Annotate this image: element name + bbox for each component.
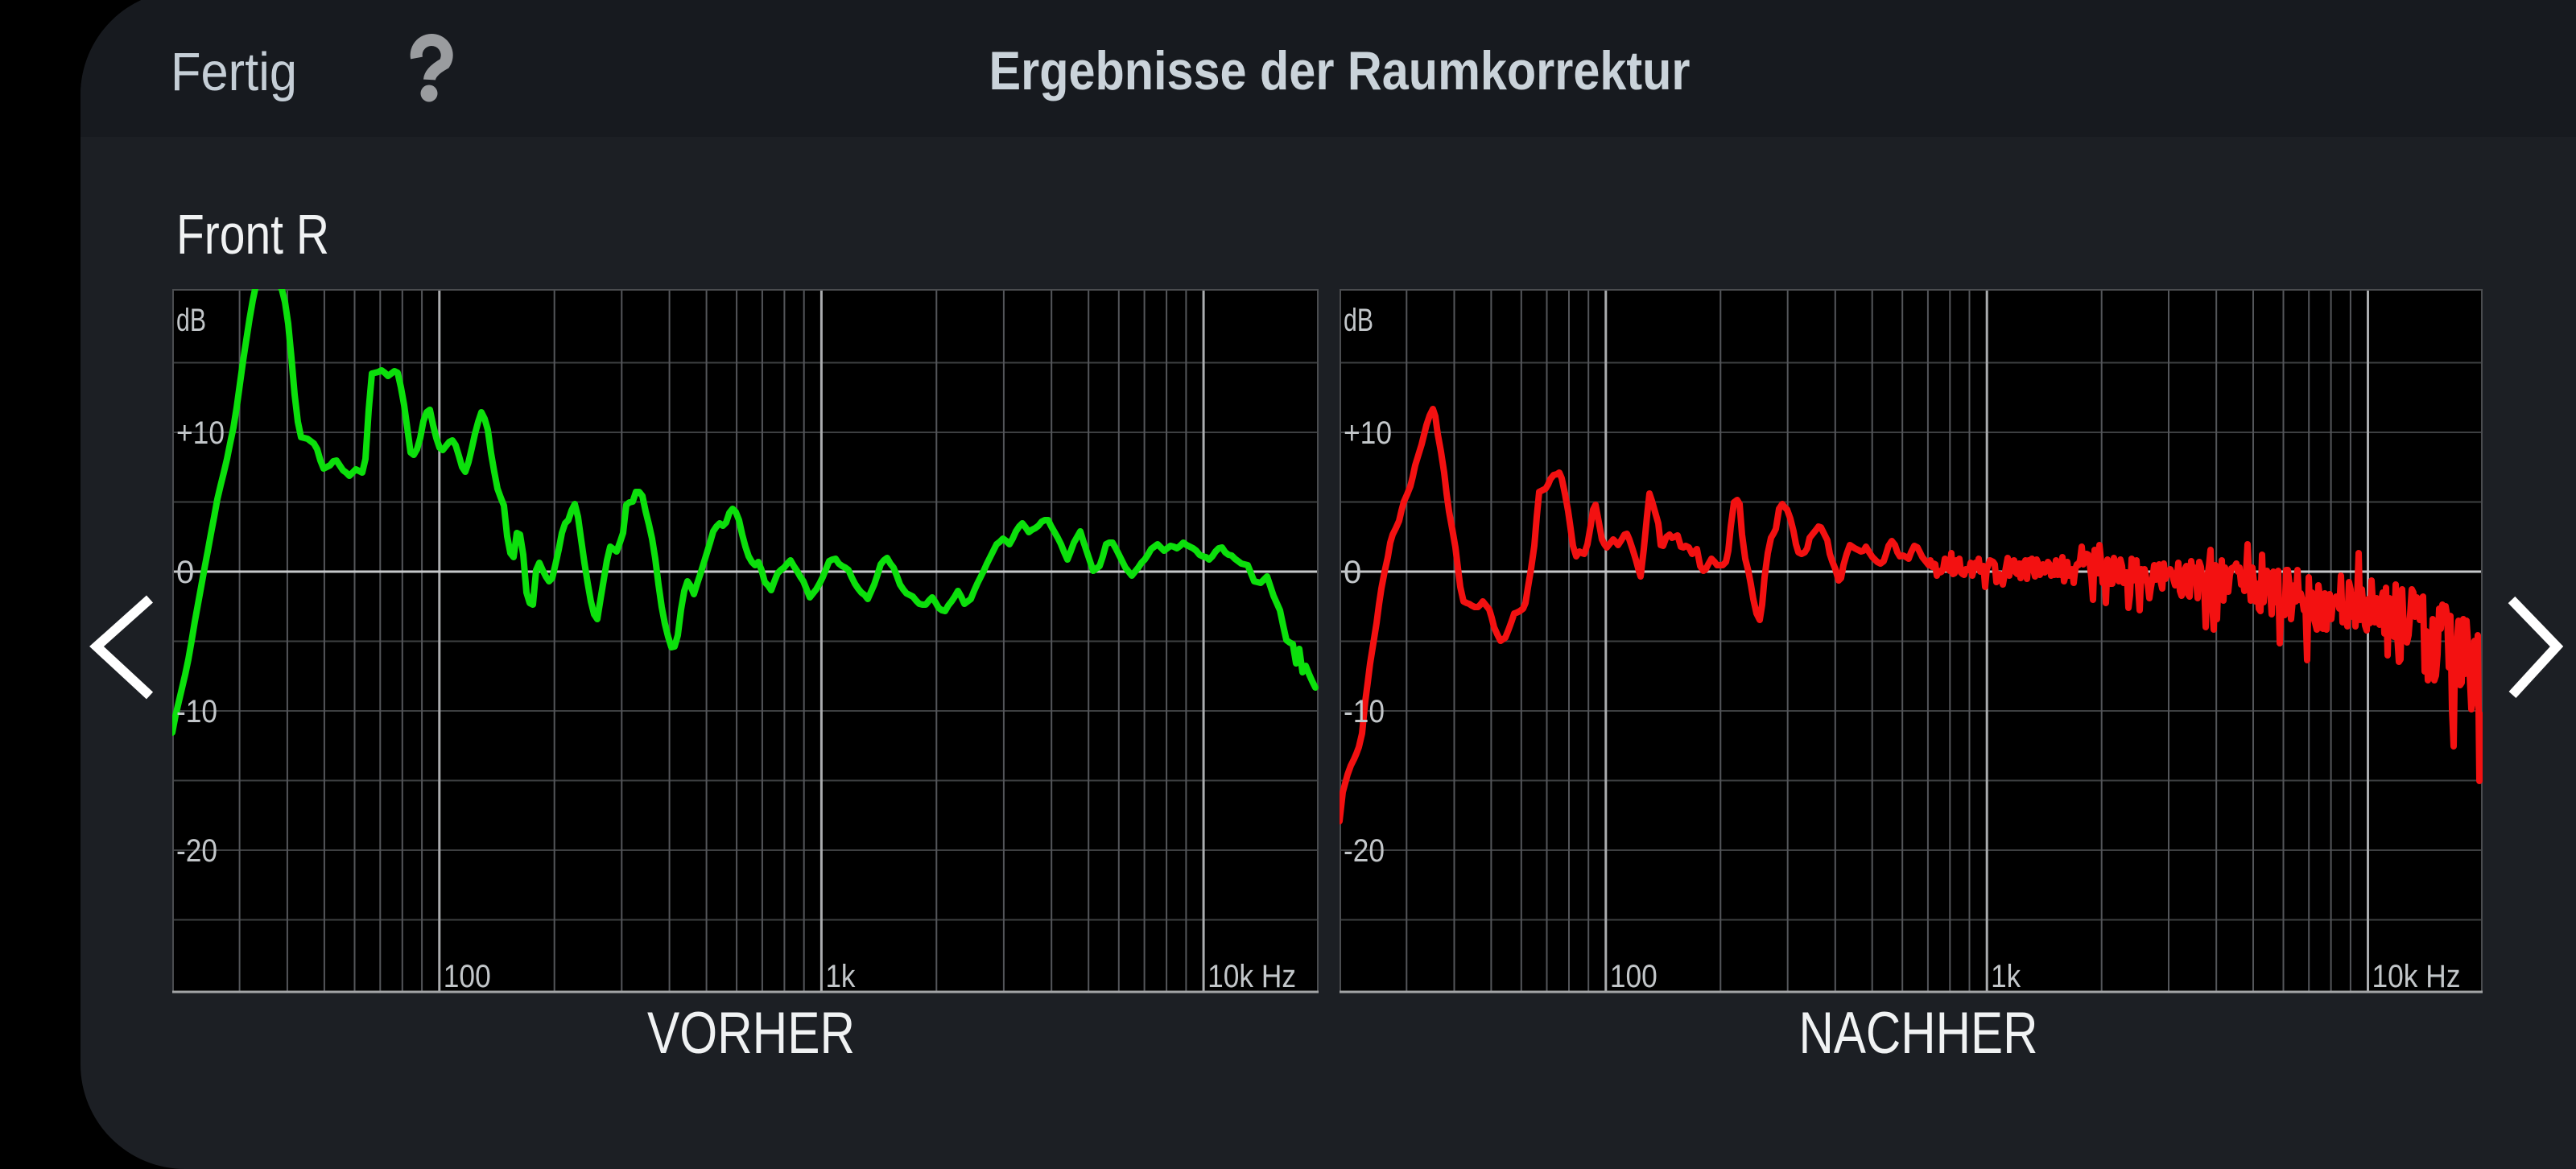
- svg-text:10k Hz: 10k Hz: [2372, 959, 2461, 994]
- svg-text:dB: dB: [176, 303, 206, 338]
- svg-text:-10: -10: [176, 694, 217, 729]
- svg-text:1k: 1k: [1991, 959, 2021, 994]
- svg-text:NACHHER: NACHHER: [1799, 1001, 2038, 1066]
- svg-text:0: 0: [176, 555, 194, 590]
- svg-text:VORHER: VORHER: [647, 1001, 855, 1066]
- svg-text:0: 0: [1344, 555, 1361, 590]
- svg-text:100: 100: [444, 959, 491, 994]
- svg-text:-20: -20: [176, 833, 217, 869]
- svg-text:+10: +10: [1344, 415, 1392, 451]
- svg-text:-10: -10: [1344, 694, 1385, 729]
- svg-text:Fertig: Fertig: [171, 42, 297, 102]
- svg-text:Front R: Front R: [176, 203, 329, 266]
- svg-text:100: 100: [1610, 959, 1657, 994]
- svg-text:+10: +10: [176, 415, 225, 451]
- svg-text:1k: 1k: [825, 959, 856, 994]
- svg-text:-20: -20: [1344, 833, 1385, 869]
- svg-text:dB: dB: [1344, 303, 1373, 338]
- svg-text:Ergebnisse der Raumkorrektur: Ergebnisse der Raumkorrektur: [989, 40, 1690, 101]
- svg-text:10k Hz: 10k Hz: [1208, 959, 1296, 994]
